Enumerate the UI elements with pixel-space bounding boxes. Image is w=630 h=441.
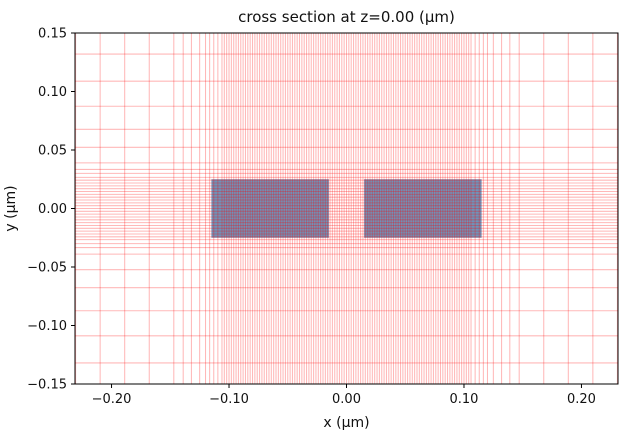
x-tick-label: 0.10: [450, 392, 479, 407]
y-tick-label: 0.05: [38, 144, 67, 159]
x-tick-label: 0.00: [332, 392, 361, 407]
y-tick-label: 0.10: [38, 85, 67, 100]
mesh-grid-layer: [75, 33, 618, 384]
y-axis-label: y (μm): [3, 185, 19, 231]
waveguide-left: [211, 179, 329, 238]
tick-labels-layer: −0.20 −0.10 0.00 0.10 0.20 0.15 0.10 0.05 0.00 −0…: [27, 27, 596, 408]
y-tick-label: 0.15: [38, 27, 67, 42]
x-tick-label: −0.20: [92, 392, 132, 407]
y-tick-label: −0.15: [27, 378, 67, 393]
x-tick-label: −0.10: [209, 392, 249, 407]
x-tick-label: 0.20: [567, 392, 596, 407]
waveguide-right: [364, 179, 482, 238]
axes-layer: [71, 32, 619, 388]
y-tick-label: −0.05: [27, 261, 67, 276]
y-tick-label: 0.00: [38, 202, 67, 217]
structures-layer: [211, 179, 482, 238]
y-tick-label: −0.10: [27, 319, 67, 334]
x-axis-label: x (μm): [323, 415, 369, 431]
plot-title: cross section at z=0.00 (μm): [238, 8, 455, 26]
